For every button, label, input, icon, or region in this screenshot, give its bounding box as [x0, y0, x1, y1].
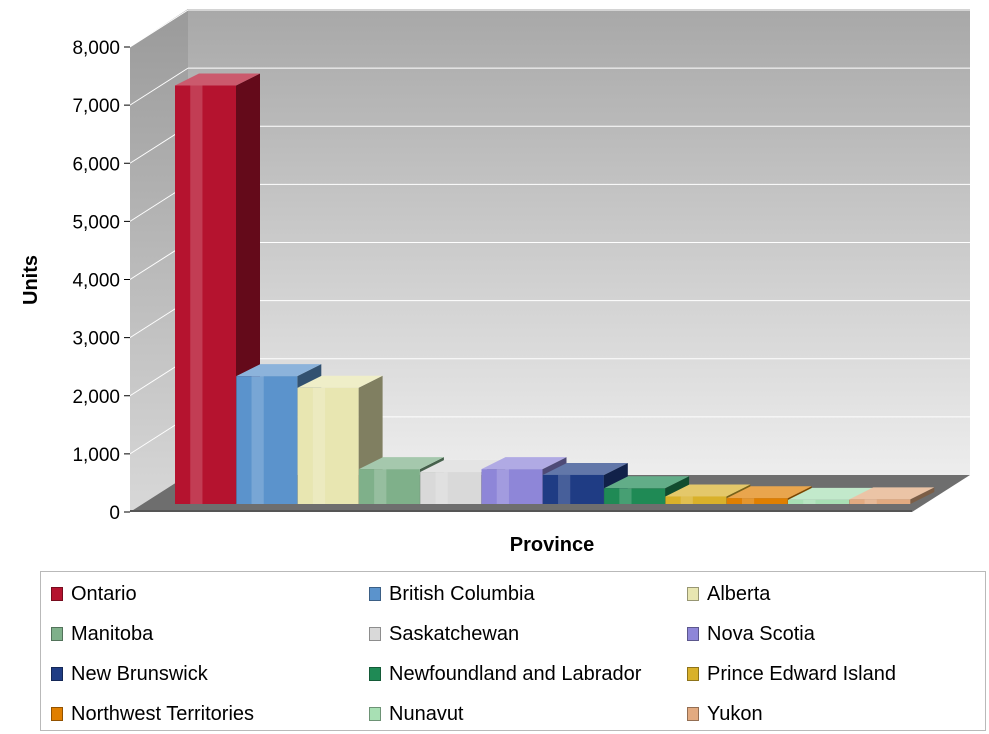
- bar: [175, 73, 260, 504]
- bar-highlight: [312, 387, 326, 504]
- bar-highlight: [190, 85, 203, 504]
- legend-label: Newfoundland and Labrador: [389, 662, 642, 685]
- bar-front: [726, 498, 788, 504]
- bar-front: [604, 488, 666, 504]
- legend-swatch: [51, 587, 63, 601]
- bar-highlight: [374, 469, 387, 504]
- legend-swatch: [687, 627, 699, 641]
- bar-top: [297, 375, 383, 388]
- legend-swatch: [369, 627, 381, 641]
- legend: Ontario British Columbia Alberta Manitoba Sa…: [40, 571, 986, 731]
- y-tick-label: 4,000: [72, 271, 120, 292]
- legend-swatch: [369, 587, 381, 601]
- legend-label: Ontario: [71, 582, 137, 605]
- legend-item: Alberta: [687, 580, 770, 608]
- bar: [849, 487, 935, 504]
- legend-item: Saskatchewan: [369, 620, 519, 648]
- y-tick-label: 2,000: [72, 387, 120, 408]
- bar-front: [236, 376, 298, 504]
- legend-item: Yukon: [687, 700, 763, 728]
- legend-label: Saskatchewan: [389, 622, 520, 645]
- floor-edge: [130, 510, 912, 512]
- bar-highlight: [680, 496, 693, 504]
- y-tick-label: 7,000: [72, 96, 120, 117]
- bar-front: [297, 387, 359, 504]
- legend-swatch: [51, 627, 63, 641]
- bar-top: [665, 484, 751, 497]
- legend-label: Nova Scotia: [707, 622, 815, 645]
- bar-highlight: [619, 488, 632, 504]
- legend-item: Nunavut: [369, 700, 464, 728]
- bar-top: [849, 487, 935, 500]
- y-tick-label: 6,000: [72, 154, 120, 175]
- legend-label: Yukon: [707, 702, 763, 725]
- legend-label: New Brunswick: [71, 662, 208, 685]
- legend-swatch: [687, 667, 699, 681]
- y-axis-title: Units: [20, 255, 42, 305]
- bar-highlight: [435, 472, 448, 504]
- bar-highlight: [558, 474, 571, 504]
- y-axis-ticks: 0 1,000 2,000 3,000 4,000 5,000 6,000 7,000 8,00…: [72, 38, 130, 524]
- bar-highlight: [251, 376, 264, 504]
- legend-item: Nova Scotia: [687, 620, 815, 648]
- bar-front: [358, 469, 420, 504]
- legend-item: Manitoba: [51, 620, 153, 648]
- legend-swatch: [51, 667, 63, 681]
- legend-label: Nunavut: [389, 702, 464, 725]
- legend-item: Northwest Territories: [51, 700, 254, 728]
- legend-label: Northwest Territories: [71, 702, 255, 725]
- bar-top: [175, 73, 260, 86]
- legend-item: British Columbia: [369, 580, 535, 608]
- bar-side: [910, 487, 935, 504]
- gridline-side: [129, 67, 189, 106]
- bar-highlight: [803, 499, 816, 504]
- legend-item: New Brunswick: [51, 660, 208, 688]
- bar-front: [175, 85, 236, 504]
- y-tick-label: 3,000: [72, 329, 120, 350]
- bar-front: [788, 499, 849, 504]
- bar-highlight: [864, 499, 877, 504]
- legend-swatch: [687, 587, 699, 601]
- bar-front: [542, 474, 604, 504]
- legend-label: British Columbia: [389, 582, 535, 605]
- legend-swatch: [369, 667, 381, 681]
- y-tick-label: 1,000: [72, 445, 120, 466]
- bar-top: [236, 364, 322, 377]
- bar-top: [726, 486, 812, 499]
- bar-top: [788, 487, 873, 500]
- legend-item: Newfoundland and Labrador: [369, 660, 641, 688]
- legend-swatch: [369, 707, 381, 721]
- legend-label: Manitoba: [71, 622, 154, 645]
- y-tick-label: 5,000: [72, 212, 120, 233]
- bar-highlight: [741, 498, 755, 504]
- bar-top: [481, 457, 567, 470]
- legend-item: Prince Edward Island: [687, 660, 896, 688]
- bar-top: [358, 457, 444, 470]
- bar-front: [420, 472, 482, 504]
- bar-top: [542, 462, 628, 475]
- legend-label: Alberta: [707, 582, 771, 605]
- bar: [604, 476, 690, 504]
- bar-front: [849, 499, 911, 504]
- bars: [175, 73, 935, 504]
- legend-swatch: [687, 707, 699, 721]
- legend-item: Ontario: [51, 580, 137, 608]
- legend-swatch: [51, 707, 63, 721]
- legend-label: Prince Edward Island: [707, 662, 896, 685]
- bar-front: [481, 469, 543, 504]
- y-tick-label: 8,000: [72, 38, 120, 59]
- x-axis-title: Province: [510, 534, 594, 556]
- bar-front: [665, 496, 727, 504]
- chart-plot: 0 1,000 2,000 3,000 4,000 5,000 6,000 7,000 8,00…: [20, 9, 970, 556]
- bar-highlight: [496, 469, 509, 504]
- bar-top: [604, 476, 690, 489]
- y-tick-label: 0: [109, 503, 120, 524]
- gridline-side: [129, 9, 189, 48]
